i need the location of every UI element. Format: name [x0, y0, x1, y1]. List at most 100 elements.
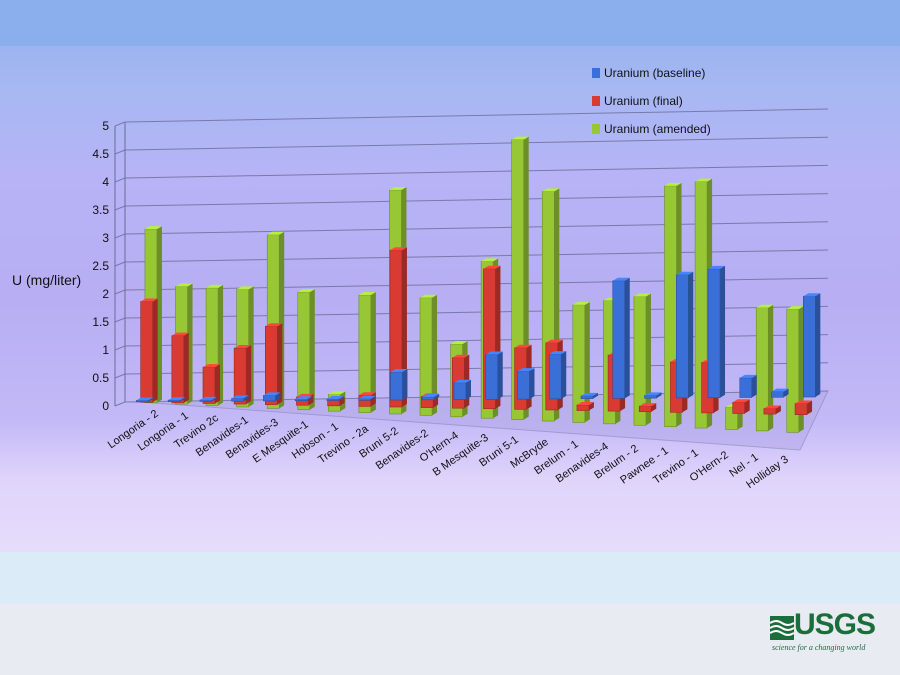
bar-front-face — [390, 371, 403, 401]
y-tick-label: 3 — [102, 231, 109, 245]
bar-front-face — [707, 268, 721, 399]
gridline — [124, 164, 829, 179]
bar-0 — [644, 392, 662, 399]
bar-0 — [739, 374, 757, 398]
bar-front-face — [675, 274, 689, 399]
bar-top-face — [202, 364, 220, 368]
bar-top-face — [422, 393, 440, 397]
bar-0 — [771, 388, 789, 398]
bar-side-face — [401, 247, 407, 408]
bar-2 — [297, 289, 315, 411]
bar-side-face — [370, 291, 376, 413]
bar-0 — [453, 379, 471, 400]
gridline — [124, 221, 829, 235]
gridline — [124, 193, 829, 207]
bar-top-face — [267, 231, 285, 235]
bar-0 — [548, 351, 567, 400]
bar-side-face — [370, 395, 376, 401]
bar-top-face — [136, 397, 154, 401]
legend-label: Uranium (amended) — [604, 122, 711, 136]
y-tick-label: 3.5 — [92, 203, 109, 217]
bar-side-face — [211, 396, 217, 402]
bar-top-face — [452, 354, 470, 358]
bar-side-face — [243, 395, 249, 402]
bar-top-face — [756, 304, 774, 308]
bar-side-face — [339, 397, 345, 406]
bar-2 — [419, 294, 438, 416]
slide-lower-band — [0, 552, 900, 604]
bar-top-face — [295, 396, 313, 400]
bar-side-face — [588, 401, 594, 411]
bar-side-face — [815, 293, 821, 398]
bar-top-face — [390, 369, 408, 373]
bar-front-face — [612, 280, 626, 399]
bar-front-face — [576, 404, 590, 411]
chart-bars — [136, 136, 821, 433]
gridline — [124, 249, 829, 263]
gridline-side — [114, 233, 126, 239]
bar-top-face — [545, 339, 563, 343]
bar-top-face — [542, 188, 560, 192]
gridline-side — [114, 401, 126, 407]
bar-front-face — [294, 398, 308, 402]
bar-side-face — [783, 388, 789, 398]
bar-front-face — [326, 398, 340, 401]
bar-1 — [233, 345, 252, 405]
bar-side-face — [656, 392, 662, 399]
bar-top-face — [771, 388, 789, 392]
bar-top-face — [265, 323, 283, 327]
bar-front-face — [136, 400, 149, 403]
bar-0 — [390, 369, 408, 401]
bar-top-face — [231, 395, 249, 399]
bar-front-face — [771, 391, 784, 398]
bar-top-face — [234, 345, 252, 349]
bar-0 — [580, 392, 599, 399]
bar-1 — [171, 332, 189, 404]
bar-top-face — [485, 351, 503, 355]
y-tick-label: 1.5 — [92, 315, 109, 329]
bar-top-face — [144, 226, 162, 230]
bar-side-face — [338, 395, 344, 401]
bar-0 — [263, 392, 281, 402]
bar-front-face — [517, 370, 530, 400]
bar-top-face — [664, 182, 682, 186]
bar-1 — [576, 401, 594, 411]
bar-top-face — [695, 178, 713, 182]
bar-top-face — [708, 265, 726, 269]
bar-side-face — [624, 277, 630, 399]
gridline-side — [114, 373, 126, 379]
bar-top-face — [206, 284, 224, 288]
bar-2 — [358, 291, 376, 413]
legend-swatch — [592, 68, 600, 78]
bar-top-face — [803, 293, 821, 297]
legend-swatch — [592, 124, 600, 134]
bar-0 — [136, 397, 154, 403]
bar-side-face — [645, 293, 651, 426]
y-tick-label: 5 — [102, 119, 109, 133]
bar-side-face — [497, 351, 503, 400]
bar-top-face — [514, 344, 532, 348]
bar-top-face — [236, 286, 254, 290]
bar-2 — [633, 293, 651, 426]
bar-front-face — [638, 405, 652, 413]
gridline — [124, 108, 829, 123]
bar-top-face — [263, 392, 281, 396]
bar-side-face — [307, 396, 313, 401]
bar-side-face — [720, 265, 726, 398]
bar-front-face — [644, 395, 657, 399]
bar-top-face — [612, 277, 630, 281]
bar-front-face — [297, 291, 311, 411]
bar-side-face — [751, 374, 757, 398]
bar-top-face — [676, 271, 694, 275]
bar-top-face — [168, 397, 186, 401]
bar-side-face — [214, 364, 220, 404]
bar-top-face — [358, 291, 376, 295]
bar-0 — [803, 293, 821, 398]
bar-1 — [763, 405, 781, 415]
y-tick-label: 0.5 — [92, 371, 109, 385]
bar-top-face — [644, 392, 662, 396]
bar-top-face — [358, 392, 376, 396]
gridline-side — [114, 345, 126, 351]
